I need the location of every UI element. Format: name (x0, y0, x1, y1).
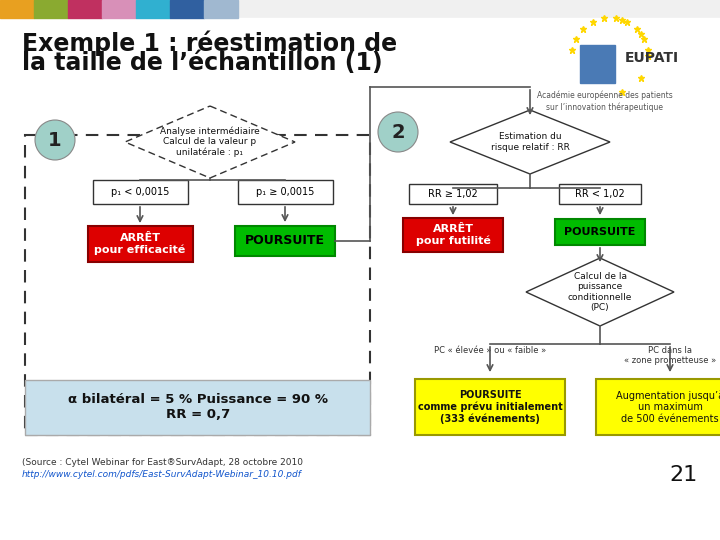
Bar (136, 0, 170, 18)
Text: p₁ ≥ 0,0015: p₁ ≥ 0,0015 (256, 187, 314, 197)
Bar (596, 379, 720, 435)
Text: (Source : Cytel Webinar for East®SurvAdapt, 28 octobre 2010: (Source : Cytel Webinar for East®SurvAda… (22, 458, 303, 467)
Bar (204, 0, 238, 18)
Text: 1: 1 (48, 131, 62, 150)
Bar (25, 135, 370, 435)
Text: Calcul de la
puissance
conditionnelle
(PC): Calcul de la puissance conditionnelle (P… (568, 272, 632, 312)
Bar (235, 226, 335, 256)
Text: POURSUITE: POURSUITE (564, 227, 636, 237)
Text: RR ≥ 1,02: RR ≥ 1,02 (428, 189, 478, 199)
Bar (170, 0, 204, 18)
Text: 2: 2 (391, 123, 405, 141)
Text: ARRÊT
pour efficacité: ARRÊT pour efficacité (94, 233, 186, 255)
Text: p₁ < 0,0015: p₁ < 0,0015 (111, 187, 169, 197)
Text: Analyse intermédiaire
Calcul de la valeur p
unilatérale : p₁: Analyse intermédiaire Calcul de la valeu… (160, 126, 260, 158)
Text: la taille de l’échantillon (1): la taille de l’échantillon (1) (22, 51, 382, 75)
Text: POURSUITE: POURSUITE (245, 234, 325, 247)
Bar (102, 0, 136, 18)
Text: Académie européenne des patients
sur l’innovation thérapeutique: Académie européenne des patients sur l’i… (537, 91, 673, 111)
Text: RR < 1,02: RR < 1,02 (575, 189, 625, 199)
Bar (559, 184, 641, 204)
Text: EUPATI: EUPATI (625, 51, 679, 65)
Bar (92, 180, 187, 204)
Text: Estimation du
risque relatif : RR: Estimation du risque relatif : RR (490, 132, 570, 152)
Bar (68, 0, 102, 18)
Text: 21: 21 (670, 465, 698, 485)
Text: PC dans la
« zone prometteuse »: PC dans la « zone prometteuse » (624, 346, 716, 366)
Circle shape (378, 112, 418, 152)
Text: http://www.cytel.com/pdfs/East-SurvAdapt-Webinar_10.10.pdf: http://www.cytel.com/pdfs/East-SurvAdapt… (22, 470, 302, 479)
Circle shape (35, 120, 75, 160)
Bar (25, 380, 370, 435)
Text: PC « élevée » ou « faible »: PC « élevée » ou « faible » (434, 346, 546, 355)
Text: Augmentation jusqu’à
un maximum
de 500 événements: Augmentation jusqu’à un maximum de 500 é… (616, 390, 720, 424)
Bar (555, 219, 645, 245)
Bar (238, 180, 333, 204)
Bar (580, 45, 615, 83)
Text: α bilatéral = 5 % Puissance = 90 %
RR = 0,7: α bilatéral = 5 % Puissance = 90 % RR = … (68, 393, 328, 421)
Bar (88, 226, 192, 262)
Text: Exemple 1 : réestimation de: Exemple 1 : réestimation de (22, 30, 397, 56)
Bar (0, 0, 34, 18)
Bar (403, 218, 503, 252)
Polygon shape (450, 110, 610, 174)
Text: POURSUITE
comme prévu initialement
(333 événements): POURSUITE comme prévu initialement (333 … (418, 390, 562, 424)
Bar (34, 0, 68, 18)
Polygon shape (125, 106, 295, 178)
Bar (415, 379, 565, 435)
Bar (409, 184, 497, 204)
Text: ARRÊT
pour futilité: ARRÊT pour futilité (415, 224, 490, 246)
Polygon shape (526, 258, 674, 326)
